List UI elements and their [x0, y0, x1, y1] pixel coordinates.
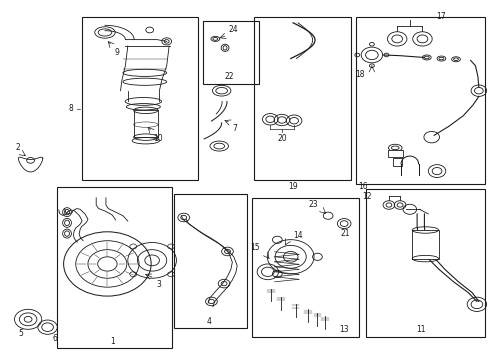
Text: 22: 22 [224, 72, 233, 81]
Bar [81, 18, 198, 180]
Text: 2: 2 [15, 143, 20, 152]
Bar [174, 194, 246, 328]
Text: 13: 13 [339, 325, 348, 334]
Bar [366, 189, 484, 337]
Bar [392, 158, 401, 166]
Bar [387, 150, 402, 157]
Bar [133, 111, 158, 137]
Text: 11: 11 [415, 325, 425, 334]
Text: 16: 16 [358, 182, 367, 191]
Text: 20: 20 [277, 134, 286, 143]
Bar [411, 230, 438, 258]
Bar [356, 18, 484, 184]
Text: 19: 19 [288, 182, 297, 191]
Text: 21: 21 [340, 229, 349, 238]
Text: 14: 14 [292, 231, 302, 240]
Text: 6: 6 [53, 334, 58, 343]
Text: 7: 7 [232, 124, 237, 133]
Bar [254, 18, 351, 180]
Text: 17: 17 [436, 12, 445, 21]
Text: 1: 1 [110, 337, 114, 346]
Bar [203, 21, 259, 84]
Text: 10: 10 [153, 134, 163, 143]
Text: 4: 4 [206, 317, 211, 326]
Text: 12: 12 [362, 192, 371, 201]
Text: 8: 8 [68, 104, 73, 113]
Text: 9: 9 [114, 48, 119, 57]
Text: 24: 24 [228, 25, 238, 34]
Bar [251, 198, 358, 337]
Bar [57, 187, 171, 348]
Text: 3: 3 [156, 280, 161, 289]
Text: 23: 23 [308, 199, 318, 208]
Text: 18: 18 [355, 70, 365, 79]
Text: 5: 5 [19, 329, 23, 338]
Text: 15: 15 [250, 243, 260, 252]
